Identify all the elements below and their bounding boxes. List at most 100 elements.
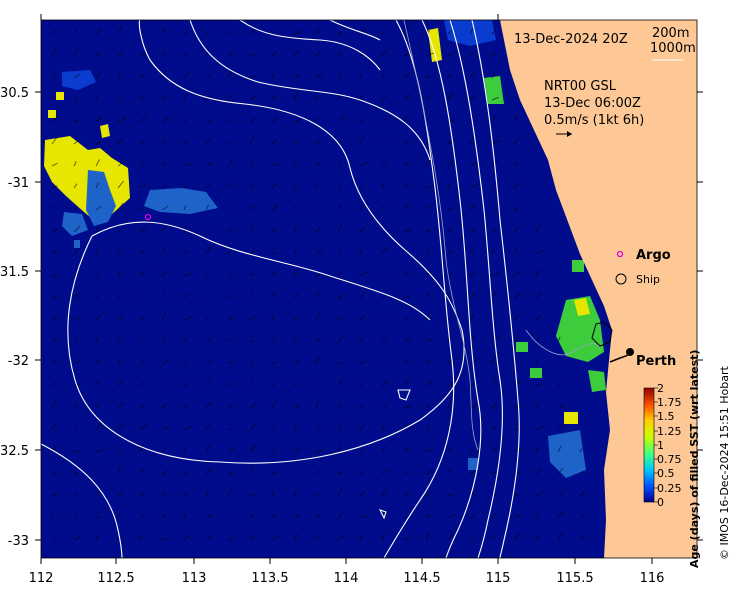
current-vector xyxy=(51,95,56,101)
current-vector xyxy=(425,312,431,321)
ship-marker-icon xyxy=(615,273,627,285)
current-vector xyxy=(337,70,343,79)
current-vector xyxy=(205,271,210,277)
current-vector xyxy=(249,445,256,453)
current-vector xyxy=(293,404,301,409)
current-vector xyxy=(447,448,452,453)
current-vector xyxy=(95,225,100,233)
current-vector xyxy=(491,534,497,541)
current-vector xyxy=(139,359,147,365)
depth-label-200m: 200m xyxy=(652,26,689,41)
current-vector xyxy=(359,491,366,497)
current-vector xyxy=(271,138,278,145)
current-vector xyxy=(293,382,299,387)
current-vector xyxy=(51,115,59,123)
current-vector xyxy=(535,335,541,343)
current-vector xyxy=(249,340,255,343)
current-vector xyxy=(139,443,144,453)
current-vector xyxy=(403,51,413,57)
current-vector xyxy=(315,226,322,233)
current-vector xyxy=(447,272,453,277)
current-vector xyxy=(51,537,56,541)
current-vector xyxy=(271,361,278,365)
current-vector xyxy=(513,404,518,409)
current-vector xyxy=(227,489,232,497)
current-vector xyxy=(183,272,193,277)
current-vector xyxy=(51,185,58,189)
current-vector xyxy=(315,116,319,123)
current-vector xyxy=(425,424,429,431)
current-vector xyxy=(117,449,123,453)
current-vector xyxy=(315,291,320,299)
current-vector xyxy=(73,514,77,519)
current-vector xyxy=(513,427,520,431)
current-vector xyxy=(249,205,256,211)
current-vector xyxy=(447,184,451,189)
current-vector xyxy=(557,467,564,475)
current-vector xyxy=(315,536,320,541)
current-vector xyxy=(337,535,346,541)
current-vector xyxy=(95,141,101,145)
current-vector xyxy=(227,515,232,519)
current-vector xyxy=(51,72,56,79)
current-vector xyxy=(73,73,81,79)
lat-tick-32-5: -32.5 xyxy=(0,444,29,459)
current-vector xyxy=(161,95,167,101)
current-vector xyxy=(271,73,275,79)
current-vector xyxy=(51,204,55,211)
current-vector xyxy=(491,512,498,519)
argo-float-icon xyxy=(144,213,152,221)
current-vector xyxy=(447,357,455,365)
current-vector xyxy=(337,293,347,299)
current-vector xyxy=(315,492,319,497)
current-vector xyxy=(73,119,80,123)
current-vector xyxy=(535,535,540,541)
current-vector xyxy=(381,445,386,453)
current-vector xyxy=(95,273,100,277)
current-vector xyxy=(139,270,147,277)
current-vector xyxy=(73,207,78,211)
current-vector xyxy=(183,140,189,145)
current-vector xyxy=(425,118,429,123)
current-vector xyxy=(183,316,193,321)
current-vector xyxy=(557,491,565,497)
current-vector xyxy=(359,314,366,321)
current-vector xyxy=(535,292,541,299)
current-vector xyxy=(271,339,277,343)
current-vector xyxy=(205,119,213,123)
current-vector xyxy=(249,29,256,35)
current-vector xyxy=(161,537,170,541)
current-vector xyxy=(491,205,497,211)
current-vector xyxy=(51,162,58,167)
current-vector xyxy=(403,447,410,453)
current-vector xyxy=(73,183,78,189)
current-vector xyxy=(425,449,432,453)
island-outlines xyxy=(403,20,601,451)
lat-tick-30-5: -30.5 xyxy=(0,86,29,101)
current-vector xyxy=(293,30,303,35)
current-vector xyxy=(557,361,562,365)
current-vector xyxy=(183,513,187,519)
current-vector xyxy=(513,313,521,321)
current-vector xyxy=(557,424,565,431)
current-vector xyxy=(447,400,453,409)
current-vector xyxy=(271,491,275,497)
current-vector xyxy=(227,227,232,233)
current-vector xyxy=(205,535,212,541)
current-vector xyxy=(161,491,166,497)
current-vector xyxy=(227,51,235,57)
lat-tick-31-5: -31.5 xyxy=(0,265,29,280)
current-vector xyxy=(403,490,411,497)
current-vector xyxy=(513,115,519,123)
current-vector xyxy=(535,360,539,365)
current-vector xyxy=(315,337,322,343)
current-vector xyxy=(73,48,80,57)
current-vector xyxy=(359,28,365,35)
current-vector xyxy=(315,514,320,519)
current-vector xyxy=(469,471,475,475)
current-vector xyxy=(315,181,319,189)
current-vector xyxy=(293,469,297,475)
current-vector xyxy=(73,161,77,167)
current-vector xyxy=(381,161,388,167)
current-vector xyxy=(425,204,432,211)
